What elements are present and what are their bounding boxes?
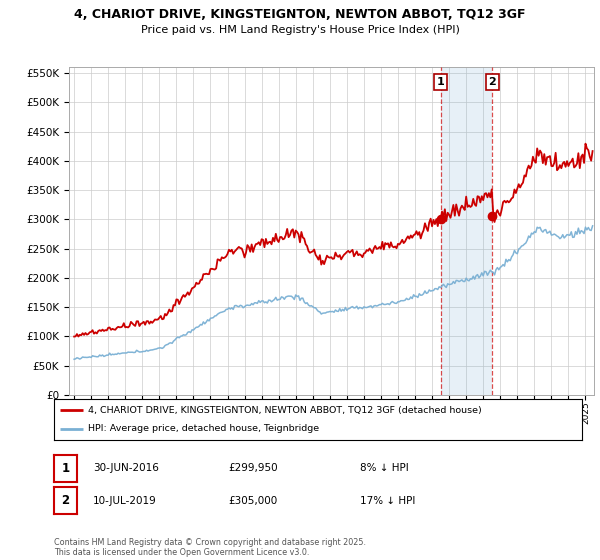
Text: Contains HM Land Registry data © Crown copyright and database right 2025.
This d: Contains HM Land Registry data © Crown c… xyxy=(54,538,366,557)
Text: Price paid vs. HM Land Registry's House Price Index (HPI): Price paid vs. HM Land Registry's House … xyxy=(140,25,460,35)
Text: 1: 1 xyxy=(61,461,70,475)
Text: £305,000: £305,000 xyxy=(228,496,277,506)
Text: 1: 1 xyxy=(437,77,445,87)
Text: 8% ↓ HPI: 8% ↓ HPI xyxy=(360,463,409,473)
Text: 2: 2 xyxy=(488,77,496,87)
Text: 4, CHARIOT DRIVE, KINGSTEIGNTON, NEWTON ABBOT, TQ12 3GF (detached house): 4, CHARIOT DRIVE, KINGSTEIGNTON, NEWTON … xyxy=(88,405,482,414)
Text: 4, CHARIOT DRIVE, KINGSTEIGNTON, NEWTON ABBOT, TQ12 3GF: 4, CHARIOT DRIVE, KINGSTEIGNTON, NEWTON … xyxy=(74,8,526,21)
Text: HPI: Average price, detached house, Teignbridge: HPI: Average price, detached house, Teig… xyxy=(88,424,319,433)
Text: 10-JUL-2019: 10-JUL-2019 xyxy=(93,496,157,506)
Text: 30-JUN-2016: 30-JUN-2016 xyxy=(93,463,159,473)
Text: £299,950: £299,950 xyxy=(228,463,278,473)
Bar xyxy=(440,67,493,395)
Text: 17% ↓ HPI: 17% ↓ HPI xyxy=(360,496,415,506)
Text: 2: 2 xyxy=(61,494,70,507)
